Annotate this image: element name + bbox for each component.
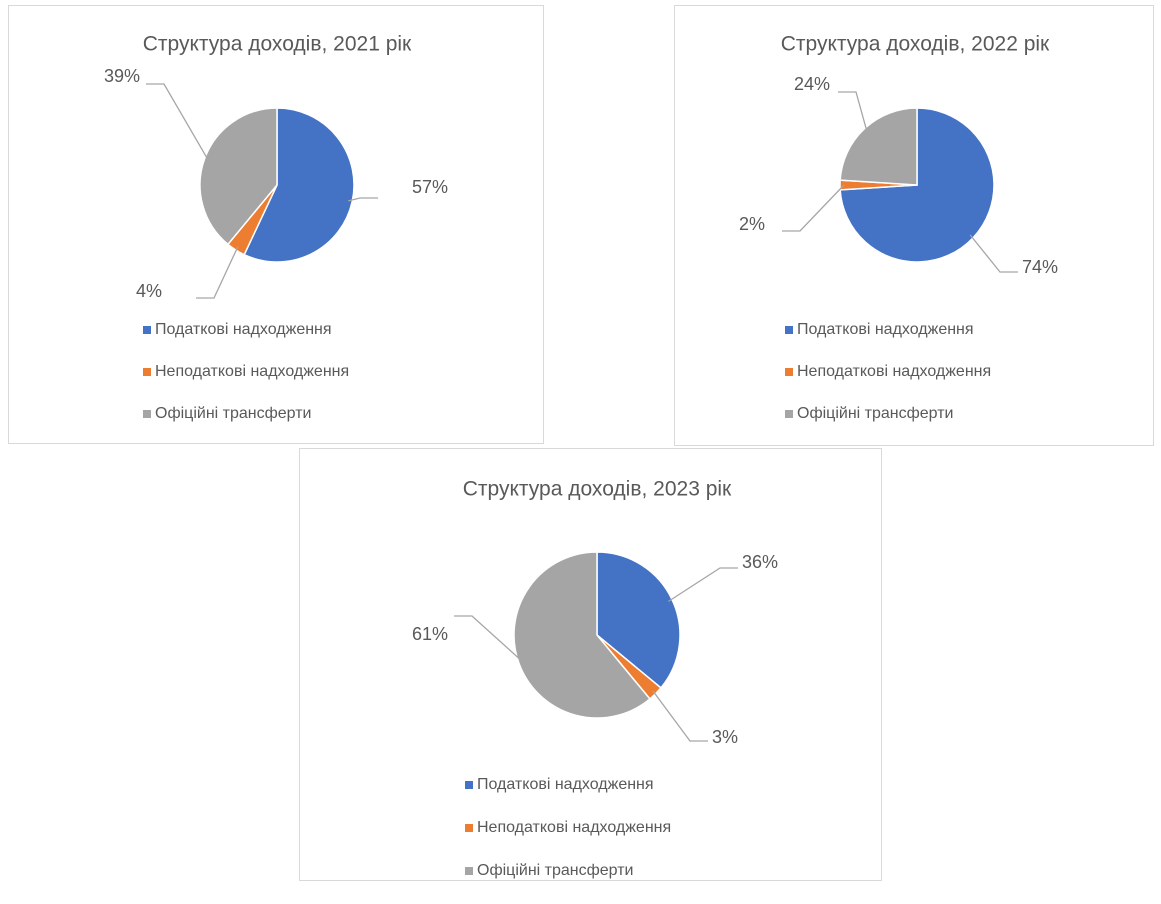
legend-swatch — [785, 326, 793, 334]
data-label: 3% — [712, 727, 738, 747]
legend-swatch — [465, 867, 473, 875]
data-label: 2% — [739, 214, 765, 234]
data-label: 57% — [412, 177, 448, 197]
legend-label: Офіційні трансферти — [797, 405, 954, 422]
legend-swatch — [143, 326, 151, 334]
legend-swatch — [143, 410, 151, 418]
legend-label: Офіційні трансферти — [477, 862, 634, 879]
leader-line — [668, 567, 738, 602]
pie-slice — [199, 107, 278, 246]
pie-slice — [513, 551, 651, 719]
data-label: 61% — [412, 624, 448, 644]
legend-label: Неподаткові надходження — [477, 819, 671, 836]
chart-title: Структура доходів, 2021 рік — [143, 33, 412, 56]
leader-line — [782, 184, 845, 232]
leader-line — [348, 197, 378, 202]
leader-line — [652, 690, 708, 742]
legend-label: Офіційні трансферти — [155, 405, 312, 422]
legend-label: Податкові надходження — [477, 776, 654, 793]
legend-swatch — [785, 410, 793, 418]
legend-swatch — [465, 824, 473, 832]
leader-line — [838, 91, 868, 132]
chart-title: Структура доходів, 2023 рік — [463, 478, 732, 501]
data-label: 24% — [794, 74, 830, 94]
pie-slice — [839, 107, 918, 186]
legend-label: Податкові надходження — [155, 321, 332, 338]
leader-line — [969, 234, 1018, 273]
leader-line — [454, 615, 524, 663]
leader-line — [196, 246, 239, 299]
legend-swatch — [465, 781, 473, 789]
legend-label: Неподаткові надходження — [797, 363, 991, 380]
pie-slice — [243, 107, 355, 263]
legend-swatch — [143, 368, 151, 376]
legend-swatch — [785, 368, 793, 376]
leader-line — [146, 83, 209, 161]
data-label: 4% — [136, 281, 162, 301]
data-label: 74% — [1022, 257, 1058, 277]
legend-label: Неподаткові надходження — [155, 363, 349, 380]
data-label: 39% — [104, 66, 140, 86]
data-label: 36% — [742, 552, 778, 572]
legend-label: Податкові надходження — [797, 321, 974, 338]
chart-title: Структура доходів, 2022 рік — [781, 33, 1050, 56]
